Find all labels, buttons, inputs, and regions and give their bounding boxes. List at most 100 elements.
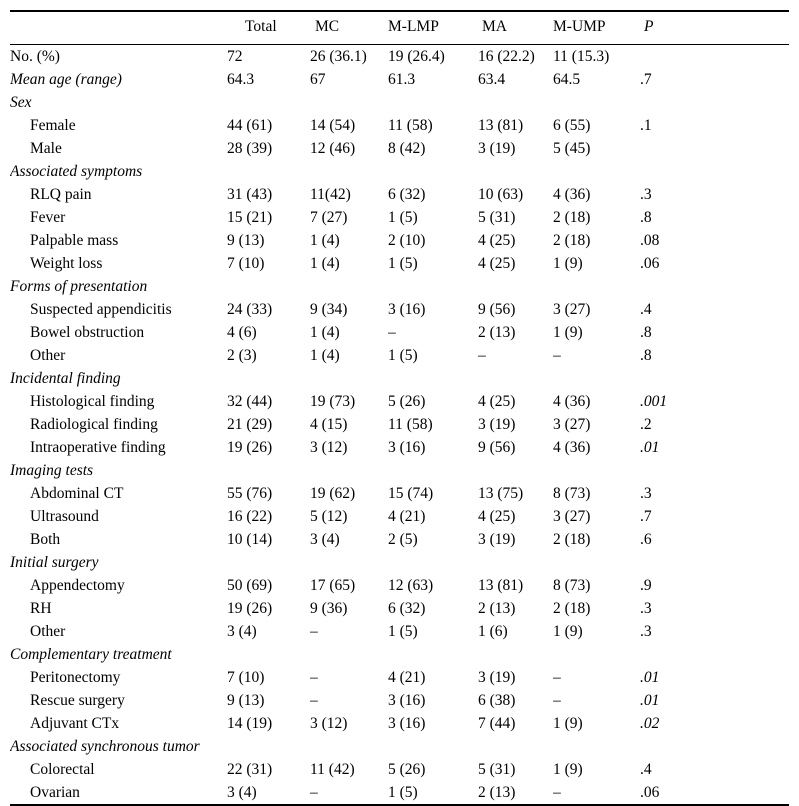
table-row: RLQ pain 31 (43) 11(42) 6 (32) 10 (63) 4 (36)… bbox=[10, 183, 789, 206]
section-row: Incidental finding bbox=[10, 367, 789, 390]
row-label: Mean age (range) bbox=[10, 70, 122, 88]
row-label: Complementary treatment bbox=[10, 645, 172, 663]
cell-m-lmp: 1 (5) bbox=[388, 208, 418, 226]
cell-p: .3 bbox=[640, 185, 652, 203]
cell-total: 3 (4) bbox=[227, 622, 257, 640]
table-row: Suspected appendicitis 24 (33) 9 (34) 3 (16… bbox=[10, 298, 789, 321]
row-label: Abdominal CT bbox=[30, 484, 124, 502]
row-label: Palpable mass bbox=[30, 231, 119, 249]
row-label: Imaging tests bbox=[10, 461, 94, 479]
cell-ma: 3 (19) bbox=[478, 530, 516, 548]
row-label: Ovarian bbox=[30, 783, 80, 801]
cell-m-ump: 64.5 bbox=[553, 70, 581, 88]
cell-p: .6 bbox=[640, 530, 652, 548]
cell-p bbox=[640, 735, 789, 758]
cell-ma: 4 (25) bbox=[478, 507, 516, 525]
cell-p: .1 bbox=[640, 116, 652, 134]
cell-mc: – bbox=[310, 622, 318, 640]
cell-m-lmp: 12 (63) bbox=[388, 576, 434, 594]
row-label: Rescue surgery bbox=[30, 691, 125, 709]
row-label: Both bbox=[30, 530, 61, 548]
cell-ma: 7 (44) bbox=[478, 714, 516, 732]
cell-m-lmp bbox=[388, 91, 478, 114]
cell-ma: 13 (81) bbox=[478, 116, 524, 134]
cell-mc bbox=[310, 160, 388, 183]
cell-ma bbox=[478, 643, 553, 666]
cell-mc: 19 (62) bbox=[310, 484, 356, 502]
row-label: Colorectal bbox=[30, 760, 95, 778]
cell-p: .01 bbox=[640, 668, 660, 686]
row-label: Associated symptoms bbox=[10, 162, 143, 180]
cell-ma: 4 (25) bbox=[478, 392, 516, 410]
cell-m-ump: – bbox=[553, 691, 561, 709]
cell-m-lmp: 15 (74) bbox=[388, 484, 434, 502]
section-row: Initial surgery bbox=[10, 551, 789, 574]
cell-m-lmp: 1 (5) bbox=[388, 346, 418, 364]
cell-p: .7 bbox=[640, 70, 652, 88]
cell-total: 32 (44) bbox=[227, 392, 273, 410]
cell-m-ump bbox=[553, 735, 640, 758]
row-label: Female bbox=[30, 116, 76, 134]
cell-p: .8 bbox=[640, 323, 652, 341]
table-row: Colorectal 22 (31) 11 (42) 5 (26) 5 (31) 1 (9… bbox=[10, 758, 789, 781]
cell-m-ump: – bbox=[553, 783, 561, 801]
cell-p bbox=[640, 160, 789, 183]
cell-mc: 5 (12) bbox=[310, 507, 348, 525]
cell-mc bbox=[310, 275, 388, 298]
cell-m-ump: – bbox=[553, 668, 561, 686]
row-label: Peritonectomy bbox=[30, 668, 121, 686]
cell-p bbox=[640, 275, 789, 298]
cell-m-ump: 1 (9) bbox=[553, 714, 583, 732]
cell-ma bbox=[478, 551, 553, 574]
table-row: Bowel obstruction 4 (6) 1 (4) – 2 (13) 1 (9).… bbox=[10, 321, 789, 344]
cell-m-ump: 2 (18) bbox=[553, 599, 591, 617]
cell-m-ump: 2 (18) bbox=[553, 530, 591, 548]
cell-m-ump: 1 (9) bbox=[553, 254, 583, 272]
section-row: Sex bbox=[10, 91, 789, 114]
cell-m-lmp bbox=[388, 160, 478, 183]
cell-ma: 63.4 bbox=[478, 70, 506, 88]
table-row: RH 19 (26) 9 (36) 6 (32) 2 (13) 2 (18) .3 bbox=[10, 597, 789, 620]
cell-ma: 2 (13) bbox=[478, 323, 516, 341]
row-label: Weight loss bbox=[30, 254, 103, 272]
cell-mc: 3 (4) bbox=[310, 530, 340, 548]
cell-ma: 9 (56) bbox=[478, 300, 516, 318]
column-header-mc: MC bbox=[310, 11, 388, 45]
cell-mc bbox=[310, 643, 388, 666]
cell-m-lmp: 61.3 bbox=[388, 70, 416, 88]
cell-mc: 1 (4) bbox=[310, 346, 340, 364]
table-row: Male 28 (39) 12 (46) 8 (42) 3 (19) 5 (45) bbox=[10, 137, 789, 160]
cell-p: .3 bbox=[640, 599, 652, 617]
section-row: Complementary treatment bbox=[10, 643, 789, 666]
cell-m-lmp: 8 (42) bbox=[388, 139, 426, 157]
cell-m-ump bbox=[553, 459, 640, 482]
cell-mc: 1 (4) bbox=[310, 254, 340, 272]
column-header-p: P bbox=[640, 11, 789, 45]
cell-total: 7 (10) bbox=[227, 254, 265, 272]
cell-m-lmp bbox=[388, 459, 478, 482]
cell-m-ump: 3 (27) bbox=[553, 300, 591, 318]
cell-mc bbox=[310, 367, 388, 390]
cell-mc: – bbox=[310, 691, 318, 709]
table-row: Histological finding 32 (44) 19 (73) 5 (26)… bbox=[10, 390, 789, 413]
row-label: Male bbox=[30, 139, 62, 157]
cell-total: 15 (21) bbox=[227, 208, 273, 226]
cell-p bbox=[640, 459, 789, 482]
cell-total: 10 (14) bbox=[227, 530, 273, 548]
cell-ma: 13 (81) bbox=[478, 576, 524, 594]
cell-m-ump: 11 (15.3) bbox=[553, 47, 610, 65]
cell-m-lmp: 3 (16) bbox=[388, 438, 426, 456]
cell-m-ump: 4 (36) bbox=[553, 438, 591, 456]
cell-ma bbox=[478, 735, 553, 758]
row-label: Intraoperative finding bbox=[30, 438, 166, 456]
cell-ma bbox=[478, 459, 553, 482]
cell-total: 31 (43) bbox=[227, 185, 273, 203]
cell-total bbox=[227, 367, 310, 390]
cell-mc: 9 (36) bbox=[310, 599, 348, 617]
cell-m-ump: 2 (18) bbox=[553, 231, 591, 249]
cell-ma: 10 (63) bbox=[478, 185, 524, 203]
cell-m-ump: 1 (9) bbox=[553, 622, 583, 640]
cell-m-ump: – bbox=[553, 346, 561, 364]
cell-total: 64.3 bbox=[227, 70, 255, 88]
cell-mc: 3 (12) bbox=[310, 438, 348, 456]
